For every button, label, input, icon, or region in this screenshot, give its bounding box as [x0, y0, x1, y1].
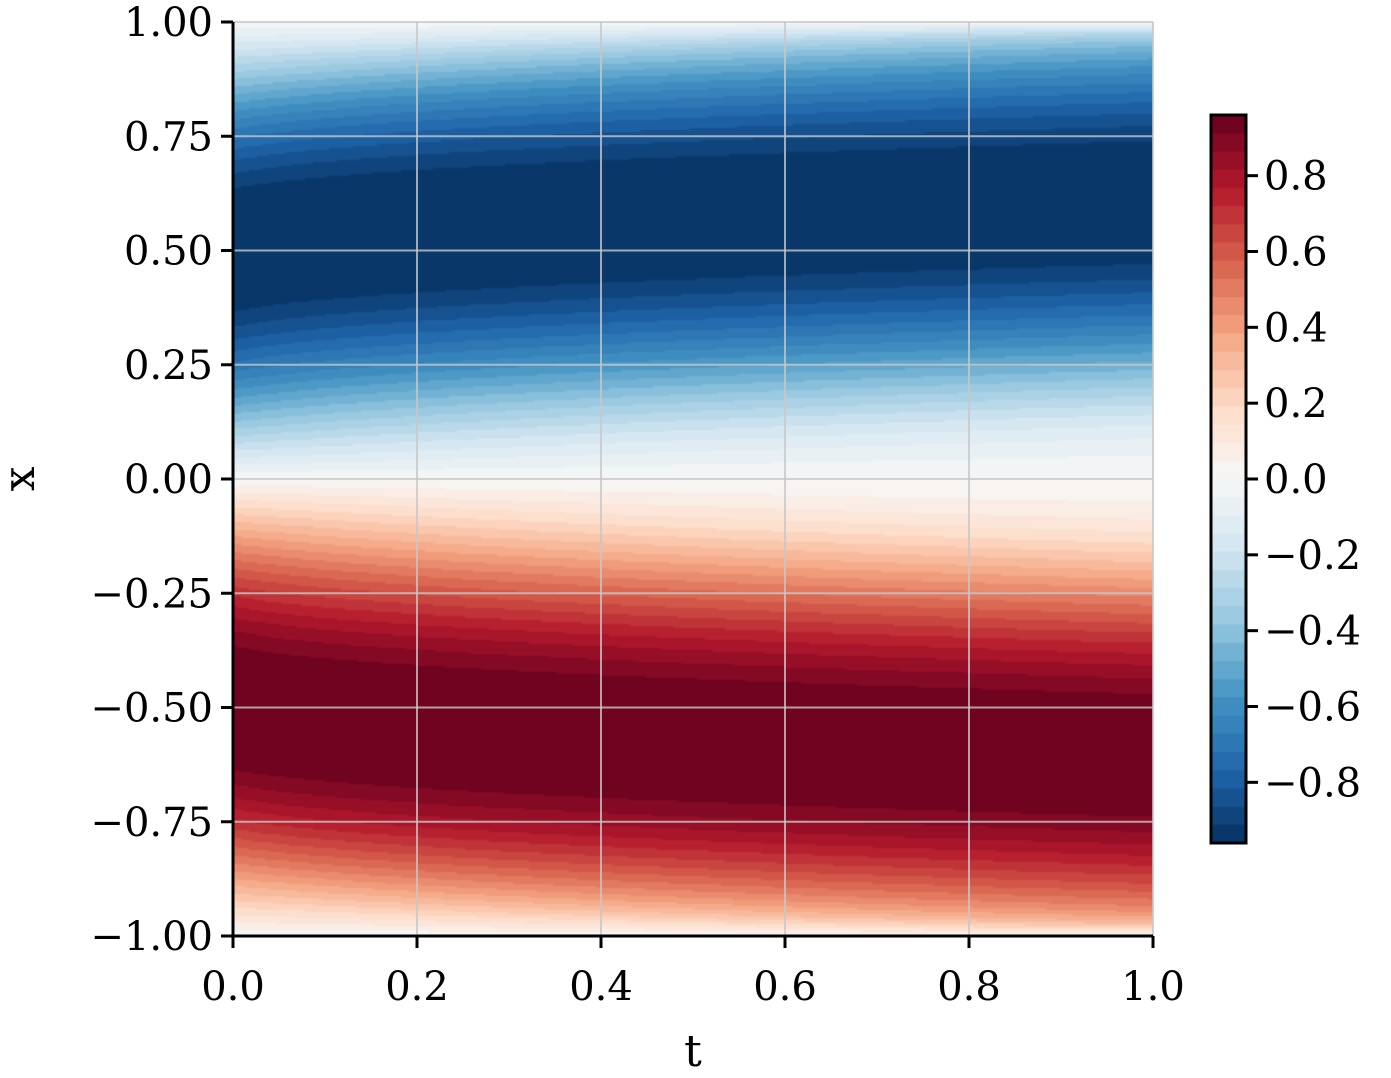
grid-lines [233, 21, 1154, 936]
y-tick-label: 0.00 [124, 457, 213, 503]
x-tick-label: 0.4 [569, 964, 633, 1010]
colorbar-tick-label: −0.8 [1264, 760, 1361, 806]
y-tick-label: 1.00 [124, 0, 213, 46]
y-tick-label: −0.25 [90, 571, 213, 617]
x-tick-label: 0.8 [937, 964, 1001, 1010]
y-axis-ticks: 1.00 0.75 0.50 0.25 0.00 −0.25 −0.50 −0.75 −1.00 [90, 0, 233, 960]
colorbar-tick-label: −0.2 [1264, 533, 1361, 579]
colorbar-ticks: 0.8 0.6 0.4 0.2 0.0 −0.2 −0.4 −0.6 −0.8 [1246, 154, 1361, 806]
y-tick-label: −0.75 [90, 800, 213, 846]
x-tick-label: 0.0 [201, 964, 265, 1010]
colorbar: 0.8 0.6 0.4 0.2 0.0 −0.2 −0.4 −0.6 −0.8 [1209, 113, 1361, 845]
colorbar-tick-label: 0.0 [1264, 457, 1328, 503]
colorbar-gradient [1211, 115, 1246, 843]
x-tick-label: 0.6 [753, 964, 817, 1010]
y-tick-label: 0.25 [124, 343, 213, 389]
y-tick-label: 0.50 [124, 229, 213, 275]
colorbar-tick-label: 0.4 [1264, 305, 1328, 351]
colorbar-tick-label: −0.4 [1264, 609, 1361, 655]
y-tick-label: −0.50 [90, 686, 213, 732]
colorbar-tick-label: 0.2 [1264, 381, 1328, 427]
colorbar-tick-label: −0.6 [1264, 685, 1361, 731]
x-axis-label: t [684, 1026, 702, 1077]
x-tick-label: 1.0 [1121, 964, 1185, 1010]
colorbar-tick-label: 0.8 [1264, 154, 1328, 200]
y-tick-label: −1.00 [90, 914, 213, 960]
x-axis-ticks: 0.0 0.2 0.4 0.6 0.8 1.0 [201, 936, 1185, 1010]
colorbar-tick-label: 0.6 [1264, 230, 1328, 276]
y-tick-label: 0.75 [124, 114, 213, 160]
y-axis-label: x [0, 466, 45, 491]
x-tick-label: 0.2 [385, 964, 449, 1010]
